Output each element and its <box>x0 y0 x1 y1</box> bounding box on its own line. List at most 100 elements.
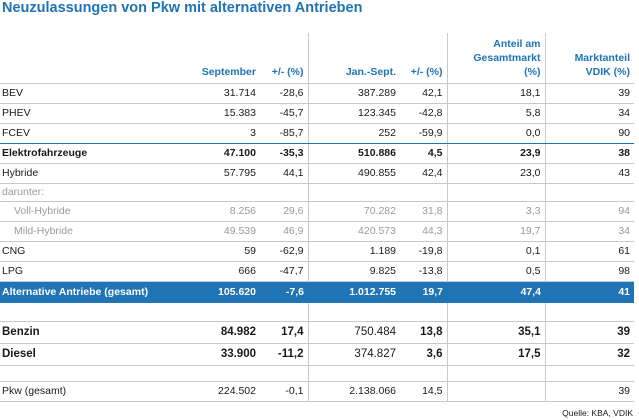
cell: 4,5 <box>400 143 448 164</box>
table-row: Elektrofahrzeuge 47.100 -35,3 510.886 4,… <box>0 143 634 164</box>
cell: 46,9 <box>260 221 309 242</box>
registrations-table: September +/- (%) Jan.-Sept. +/- (%) Ant… <box>0 33 634 402</box>
table-header-row: September +/- (%) Jan.-Sept. +/- (%) Ant… <box>0 33 634 84</box>
cell: 98 <box>545 261 634 282</box>
page-title: Neuzulassungen von Pkw mit alternativen … <box>2 0 363 16</box>
cell: 13,8 <box>400 320 448 344</box>
table-row: Pkw (gesamt) 224.502 -0,1 2.138.066 14,5… <box>0 380 634 402</box>
cell: 18,1 <box>447 83 546 104</box>
cell: 490.855 <box>308 163 400 184</box>
cell: 70.282 <box>308 201 400 222</box>
table-row: Voll-Hybride 8.256 29,6 70.282 31,8 3,3 … <box>0 201 634 222</box>
cell: -13,8 <box>400 261 448 282</box>
table-row: Diesel 33.900 -11,2 374.827 3,6 17,5 32 <box>0 343 634 366</box>
cell: 2.138.066 <box>308 380 400 402</box>
cell: -45,7 <box>260 103 309 124</box>
header-change-jan-sept: +/- (%) <box>400 33 448 84</box>
cell: 0,1 <box>447 241 546 262</box>
cell: 44,1 <box>260 163 309 184</box>
cell: 17,5 <box>447 343 546 366</box>
cell: 374.827 <box>308 343 400 366</box>
cell: 43 <box>545 163 634 184</box>
table-row: BEV 31.714 -28,6 387.289 42,1 18,1 39 <box>0 83 634 104</box>
cell: 49.539 <box>183 221 260 242</box>
row-label: Mild-Hybride <box>0 221 183 242</box>
cell: -11,2 <box>260 343 309 366</box>
cell: -59,9 <box>400 123 448 144</box>
cell: 94 <box>545 201 634 222</box>
cell: 42,4 <box>400 163 448 184</box>
cell: 1.012.755 <box>308 281 400 303</box>
cell: 5,8 <box>447 103 546 124</box>
row-label: darunter: <box>0 183 183 202</box>
header-change-september: +/- (%) <box>260 33 309 84</box>
cell: 34 <box>545 103 634 124</box>
table-row-highlight: Alternative Antriebe (gesamt) 105.620 -7… <box>0 281 634 303</box>
cell: 123.345 <box>308 103 400 124</box>
cell: 19,7 <box>400 281 447 303</box>
cell: 17,4 <box>260 320 309 344</box>
cell: 59 <box>183 241 260 262</box>
cell: 750.484 <box>308 320 400 344</box>
cell: -47,7 <box>260 261 309 282</box>
row-label: BEV <box>0 83 183 104</box>
cell: 387.289 <box>308 83 400 104</box>
row-label: Alternative Antriebe (gesamt) <box>0 281 183 303</box>
cell: 14,5 <box>400 380 448 402</box>
table-row: PHEV 15.383 -45,7 123.345 -42,8 5,8 34 <box>0 103 634 124</box>
cell: 252 <box>308 123 400 144</box>
cell: 23,0 <box>447 163 546 184</box>
header-market-share: Anteil am Gesamtmarkt (%) <box>447 33 546 84</box>
cell: 32 <box>545 343 634 366</box>
table-row: Benzin 84.982 17,4 750.484 13,8 35,1 39 <box>0 320 634 344</box>
cell: 105.620 <box>183 281 260 303</box>
cell: 39 <box>545 320 634 344</box>
cell: 3 <box>183 123 260 144</box>
cell: 31,8 <box>400 201 448 222</box>
cell: 57.795 <box>183 163 260 184</box>
table-row: CNG 59 -62,9 1.189 -19,8 0,1 61 <box>0 241 634 262</box>
cell: -42,8 <box>400 103 448 124</box>
cell: -19,8 <box>400 241 448 262</box>
cell: 34 <box>545 221 634 242</box>
cell: 3,6 <box>400 343 448 366</box>
row-label: Benzin <box>0 320 183 344</box>
row-label: CNG <box>0 241 183 262</box>
cell: -28,6 <box>260 83 309 104</box>
cell: -85,7 <box>260 123 309 144</box>
row-label: FCEV <box>0 123 183 144</box>
source-note: Quelle: KBA, VDIK <box>562 408 633 418</box>
cell: 35,1 <box>447 320 546 344</box>
cell: 38 <box>545 143 634 164</box>
header-september: September <box>183 33 260 84</box>
header-jan-sept: Jan.-Sept. <box>308 33 400 84</box>
table-row: Hybride 57.795 44,1 490.855 42,4 23,0 43 <box>0 163 634 184</box>
table-row: LPG 666 -47,7 9.825 -13,8 0,5 98 <box>0 261 634 282</box>
cell: 39 <box>545 380 634 402</box>
cell: 666 <box>183 261 260 282</box>
cell: -62,9 <box>260 241 309 262</box>
row-label: Voll-Hybride <box>0 201 183 222</box>
cell: 3,3 <box>447 201 546 222</box>
cell: -0,1 <box>260 380 309 402</box>
row-label: Pkw (gesamt) <box>0 380 183 402</box>
cell: 42,1 <box>400 83 448 104</box>
cell: 47,4 <box>447 281 545 303</box>
cell: 9.825 <box>308 261 400 282</box>
cell: 29,6 <box>260 201 309 222</box>
cell: 33.900 <box>183 343 260 366</box>
cell: 510.886 <box>308 143 400 164</box>
cell: 23,9 <box>447 143 546 164</box>
cell: 41 <box>545 281 634 303</box>
cell: 224.502 <box>183 380 260 402</box>
cell: 61 <box>545 241 634 262</box>
row-label: Diesel <box>0 343 183 366</box>
cell: 90 <box>545 123 634 144</box>
header-label <box>0 33 183 84</box>
cell: 8.256 <box>183 201 260 222</box>
cell: 44,3 <box>400 221 448 242</box>
cell: 19,7 <box>447 221 546 242</box>
cell: 0,0 <box>447 123 546 144</box>
cell <box>447 380 546 402</box>
cell: 84.982 <box>183 320 260 344</box>
